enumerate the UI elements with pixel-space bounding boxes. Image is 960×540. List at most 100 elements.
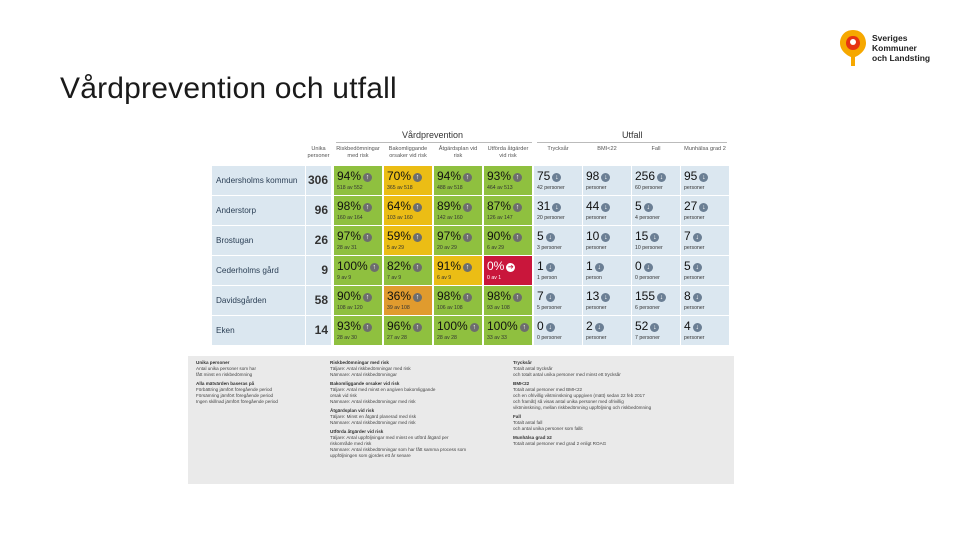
logo-line: och Landsting [872, 53, 931, 63]
arrow-down-icon: ↓ [545, 263, 555, 272]
col-head-unika: Unika personer [307, 146, 330, 159]
col-head-tryck: Trycksår [547, 146, 569, 152]
col-head-bmi: BMI<22 [597, 146, 617, 152]
cell-fraction: 108 av 120 [337, 305, 363, 311]
cell-atg: 89% ↑ 142 av 160 [434, 196, 482, 225]
cell-utf: 100% ↑ 33 av 33 [484, 316, 532, 345]
cell-percent: 0% [487, 259, 505, 273]
cell-bak: 36% ↑ 39 av 108 [384, 286, 432, 315]
row-unit-name: Davidsgården [212, 286, 305, 315]
cell-bak: 82% ↑ 7 av 9 [384, 256, 432, 285]
cell-percent: 100% [437, 319, 468, 333]
legend-text: riskområde med risk [330, 441, 372, 446]
arrow-up-icon: ↑ [463, 233, 473, 242]
cell-persons: personer [684, 275, 705, 281]
legend-text: Nämnare: Antal riskbedömningar [330, 372, 397, 377]
cell-fraction: 0 av 1 [487, 275, 502, 281]
arrow-down-icon: ↓ [545, 293, 555, 302]
cell-risk: 100% ↑ 9 av 9 [334, 256, 382, 285]
cell-utf: 98% ↑ 93 av 108 [484, 286, 532, 315]
cell-persons: 7 personer [635, 335, 660, 341]
cell-count: 0 [635, 259, 642, 273]
arrow-up-icon: ↑ [463, 293, 473, 302]
cell-percent: 97% [437, 229, 462, 243]
cell-fraction: 160 av 164 [337, 215, 363, 221]
legend-heading: Trycksår [513, 360, 532, 365]
arrow-down-icon: ↓ [545, 323, 555, 332]
arrow-up-icon: ↑ [413, 263, 423, 272]
arrow-up-icon: ↑ [463, 263, 473, 272]
cell-fraction: 28 av 28 [437, 335, 457, 341]
cell-count: 15 [635, 229, 649, 243]
cell-tryck: 5 ↓ 3 personer [534, 226, 582, 255]
legend-column: Riskbedömningar med risk Täljare: Antal r… [330, 360, 466, 459]
arrow-up-icon: ↑ [513, 203, 523, 212]
cell-bak: 70% ↑ 365 av 518 [384, 166, 432, 195]
legend-text: Totalt antal personer med BMI<22 [513, 387, 583, 392]
col-head-fall: Fall [651, 146, 661, 152]
row-unit-name: Anderstorp [212, 196, 305, 225]
cell-mun: 27 ↓ personer [681, 196, 729, 225]
cell-fraction: 28 av 30 [337, 335, 357, 341]
cell-percent: 36% [387, 289, 412, 303]
legend-heading: Utförda åtgärder vid risk [330, 429, 384, 434]
cell-mun: 5 ↓ personer [681, 256, 729, 285]
cell-percent: 59% [387, 229, 412, 243]
cell-fraction: 106 av 108 [437, 305, 463, 311]
cell-fraction: 142 av 160 [437, 215, 463, 221]
logo-line: Sveriges [872, 33, 908, 43]
row-unit-name: Brostugan [212, 226, 305, 255]
cell-count: 7 [684, 229, 691, 243]
legend-text: Totalt antal trycksår [513, 366, 553, 371]
cell-count: 155 [635, 289, 656, 303]
cell-bmi: 13 ↓ personer [583, 286, 631, 315]
arrow-down-icon: ↓ [601, 293, 611, 302]
col-head-atg: Åtgärdsplan vid risk [438, 146, 478, 159]
cell-fraction: 9 av 9 [337, 275, 352, 281]
legend-panel: Unika personer Antal unika personer som h… [188, 356, 734, 484]
cell-percent: 100% [337, 259, 368, 273]
cell-count: 256 [635, 169, 656, 183]
cell-fraction: 28 av 31 [337, 245, 357, 251]
section-outcome-title: Utfall [622, 130, 643, 140]
arrow-down-icon: ↓ [692, 263, 702, 272]
legend-column: Trycksår Totalt antal trycksår och totalt … [513, 360, 651, 447]
cell-percent: 98% [437, 289, 462, 303]
cell-utf: 0% ➔ 0 av 1 [484, 256, 532, 285]
cell-mun: 8 ↓ personer [681, 286, 729, 315]
cell-fraction: 20 av 29 [437, 245, 457, 251]
cell-fall: 52 ↓ 7 personer [632, 316, 680, 345]
cell-percent: 90% [487, 229, 512, 243]
arrow-down-icon: ↓ [552, 173, 562, 182]
logo-text: Sveriges Kommuner och Landsting [872, 33, 930, 63]
legend-heading: BMI<22 [513, 381, 530, 386]
arrow-up-icon: ↑ [463, 173, 473, 182]
row-unique-count: 306 [306, 166, 331, 195]
col-head-utf: Utförda åtgärder vid risk [487, 146, 529, 159]
cell-percent: 89% [437, 199, 462, 213]
cell-utf: 90% ↑ 6 av 29 [484, 226, 532, 255]
cell-count: 7 [537, 289, 544, 303]
cell-count: 2 [586, 319, 593, 333]
cell-persons: personer [684, 335, 705, 341]
cell-bmi: 1 ↓ person [583, 256, 631, 285]
cell-percent: 94% [437, 169, 462, 183]
legend-text: Förbättring jämfört föregående period [196, 387, 273, 392]
cell-count: 5 [684, 259, 691, 273]
arrow-up-icon: ↑ [413, 233, 423, 242]
arrow-up-icon: ↑ [469, 323, 479, 332]
cell-fraction: 464 av 513 [487, 185, 513, 191]
arrow-down-icon: ↓ [601, 233, 611, 242]
cell-count: 44 [586, 199, 600, 213]
cell-bmi: 98 ↓ personer [583, 166, 631, 195]
legend-text: Nämnare: Antal riskbedömningar som har f… [330, 447, 467, 452]
arrow-down-icon: ↓ [650, 323, 660, 332]
legend-text: viktminskning, mellan riskbedömning uppf… [513, 405, 652, 410]
arrow-up-icon: ↑ [513, 173, 523, 182]
cell-persons: personer [684, 215, 705, 221]
cell-fraction: 93 av 108 [487, 305, 510, 311]
cell-persons: 6 personer [635, 305, 660, 311]
cell-persons: personer [586, 185, 607, 191]
cell-persons: 0 personer [635, 275, 660, 281]
cell-persons: 5 personer [537, 305, 562, 311]
